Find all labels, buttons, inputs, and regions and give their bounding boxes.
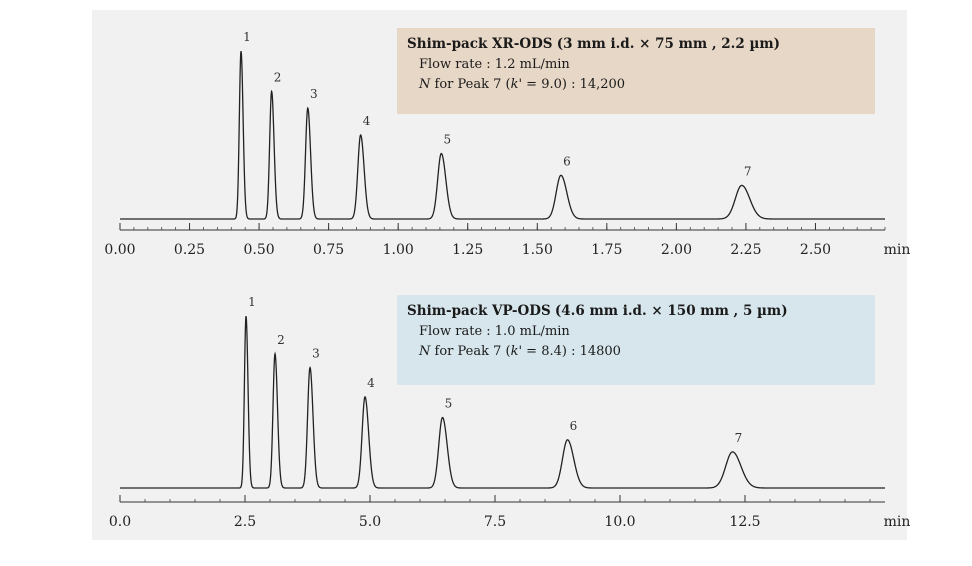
x-tick-label: 0.75 [313,242,344,258]
flow-rate-top: Flow rate : 1.2 mL/min [419,57,570,72]
plate-count-bottom: N for Peak 7 (k' = 8.4) : 14800 [407,342,865,362]
x-tick-label: 2.25 [730,242,761,258]
x-tick-label: 0.50 [244,242,275,258]
chromatogram-trace-top [120,50,885,220]
column-title-bottom: Shim-pack VP-ODS (4.6 mm i.d. × 150 mm ,… [407,301,865,322]
peak-label: 5 [445,397,453,411]
x-axis-unit-label: min [884,242,911,258]
plate-count-top: N for Peak 7 (k' = 9.0) : 14,200 [407,75,865,95]
x-tick-label: 1.75 [591,242,622,258]
x-tick-label: 1.50 [522,242,553,258]
column-info-box-bottom: Shim-pack VP-ODS (4.6 mm i.d. × 150 mm ,… [397,295,875,385]
x-tick-label: 7.5 [484,514,506,530]
plate-text-top: for Peak 7 ( [430,77,511,92]
peak-label: 3 [310,87,318,101]
column-info-box-top: Shim-pack XR-ODS (3 mm i.d. × 75 mm , 2.… [397,28,875,114]
x-tick-label: 5.0 [359,514,381,530]
peak-label: 2 [274,70,282,84]
flow-rate-bottom: Flow rate : 1.0 mL/min [419,324,570,339]
peak-label: 3 [312,347,320,361]
x-tick-label: 2.00 [661,242,692,258]
chromatogram-trace-bottom [120,315,885,489]
peak-label: 5 [443,133,451,147]
peak-label: 7 [744,164,752,178]
x-tick-label: 12.5 [729,514,760,530]
x-tick-label: 0.0 [109,514,131,530]
column-spec-bottom: (4.6 mm i.d. × 150 mm , 5 µm) [554,303,788,319]
x-tick-label: 2.5 [234,514,256,530]
k-value-bottom: = 8.4) : 14800 [522,344,621,359]
plate-text-bottom: for Peak 7 ( [430,344,511,359]
column-name-bottom: Shim-pack VP-ODS [407,303,551,319]
x-axis-unit-label: min [884,514,911,530]
k-symbol-top: k' [510,77,523,92]
peak-label: 7 [735,431,743,445]
peak-label: 6 [570,419,578,433]
column-spec-top: (3 mm i.d. × 75 mm , 2.2 µm) [556,36,781,52]
peak-label: 6 [563,154,571,168]
column-name-top: Shim-pack XR-ODS [407,36,553,52]
peak-label: 1 [243,30,251,44]
k-symbol-bottom: k' [510,344,523,359]
x-tick-label: 1.00 [383,242,414,258]
peak-label: 4 [367,376,375,390]
column-title-top: Shim-pack XR-ODS (3 mm i.d. × 75 mm , 2.… [407,34,865,55]
peak-label: 4 [363,114,371,128]
plate-symbol-bottom: N [419,344,431,359]
x-tick-label: 1.25 [452,242,483,258]
k-value-top: = 9.0) : 14,200 [522,77,626,92]
peak-label: 2 [277,333,285,347]
x-tick-label: 10.0 [604,514,635,530]
plate-symbol-top: N [419,77,431,92]
x-tick-label: 0.00 [104,242,135,258]
x-tick-label: 2.50 [800,242,831,258]
peak-label: 1 [248,295,256,309]
x-tick-label: 0.25 [174,242,205,258]
